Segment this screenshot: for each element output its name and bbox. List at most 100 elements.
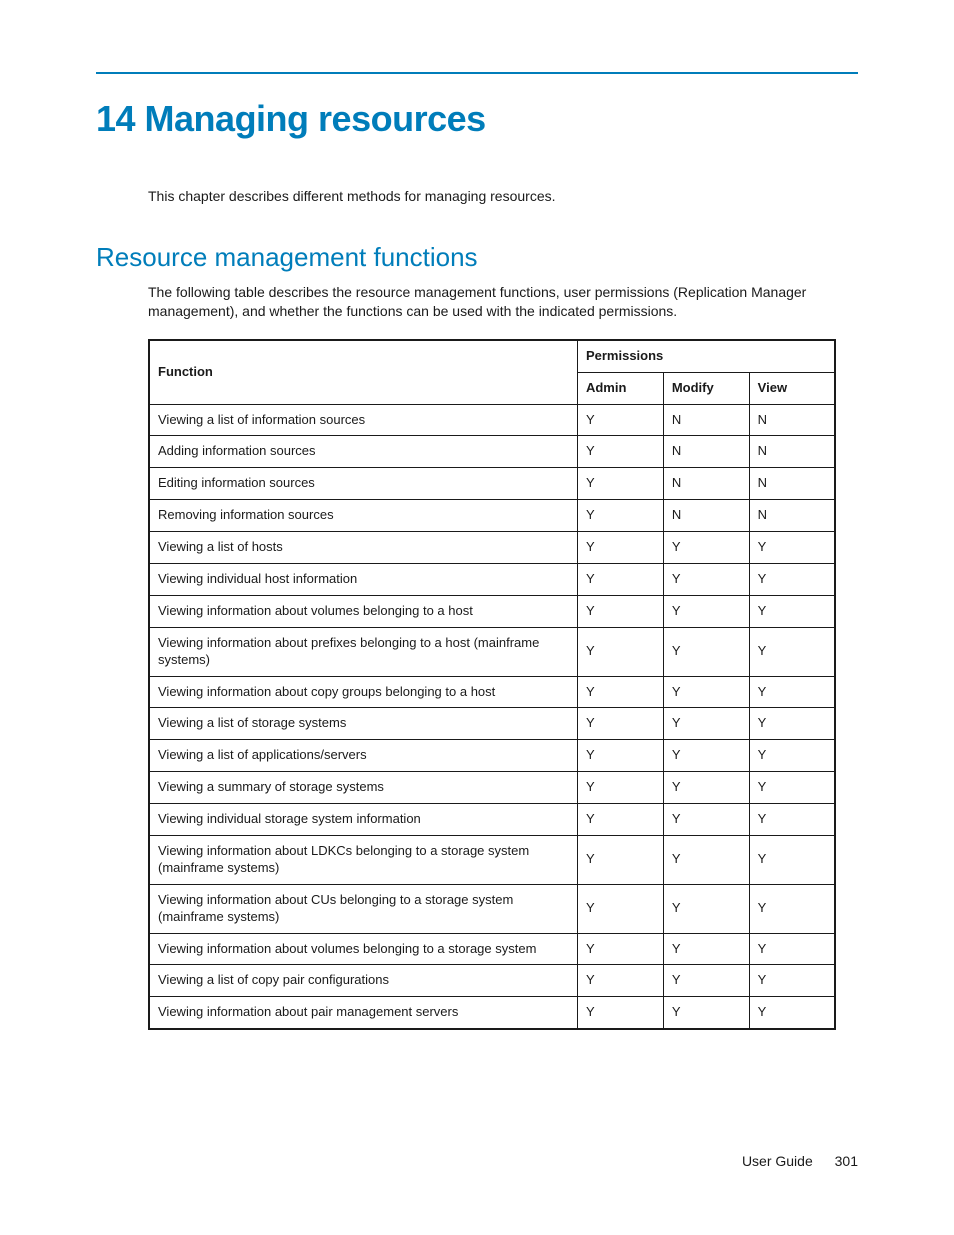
cell-admin: Y xyxy=(577,500,663,532)
cell-modify: Y xyxy=(663,676,749,708)
table-row: Viewing a summary of storage systemsYYY xyxy=(149,772,835,804)
cell-view: Y xyxy=(749,884,835,933)
top-rule xyxy=(96,72,858,74)
cell-modify: Y xyxy=(663,740,749,772)
cell-admin: Y xyxy=(577,997,663,1029)
table-row: Viewing information about pair managemen… xyxy=(149,997,835,1029)
cell-view: N xyxy=(749,436,835,468)
header-view: View xyxy=(749,372,835,404)
cell-view: Y xyxy=(749,627,835,676)
header-admin: Admin xyxy=(577,372,663,404)
page-footer: User Guide 301 xyxy=(742,1153,858,1169)
cell-function: Viewing information about copy groups be… xyxy=(149,676,577,708)
chapter-title: 14 Managing resources xyxy=(96,98,858,140)
table-row: Viewing a list of storage systemsYYY xyxy=(149,708,835,740)
cell-admin: Y xyxy=(577,740,663,772)
cell-admin: Y xyxy=(577,836,663,885)
table-row: Viewing individual storage system inform… xyxy=(149,804,835,836)
table-row: Viewing information about volumes belong… xyxy=(149,595,835,627)
cell-view: Y xyxy=(749,532,835,564)
table-row: Adding information sourcesYNN xyxy=(149,436,835,468)
table-row: Viewing information about prefixes belon… xyxy=(149,627,835,676)
cell-modify: Y xyxy=(663,884,749,933)
cell-function: Viewing individual host information xyxy=(149,564,577,596)
cell-modify: N xyxy=(663,404,749,436)
cell-admin: Y xyxy=(577,884,663,933)
cell-modify: Y xyxy=(663,772,749,804)
cell-function: Viewing information about pair managemen… xyxy=(149,997,577,1029)
chapter-intro: This chapter describes different methods… xyxy=(148,188,858,204)
cell-view: Y xyxy=(749,676,835,708)
cell-modify: Y xyxy=(663,804,749,836)
table-row: Viewing information about LDKCs belongin… xyxy=(149,836,835,885)
cell-admin: Y xyxy=(577,804,663,836)
cell-function: Viewing a list of storage systems xyxy=(149,708,577,740)
table-row: Viewing individual host informationYYY xyxy=(149,564,835,596)
cell-modify: Y xyxy=(663,532,749,564)
table-row: Viewing information about volumes belong… xyxy=(149,933,835,965)
cell-admin: Y xyxy=(577,404,663,436)
cell-view: Y xyxy=(749,933,835,965)
cell-modify: Y xyxy=(663,965,749,997)
cell-function: Viewing information about LDKCs belongin… xyxy=(149,836,577,885)
cell-modify: Y xyxy=(663,708,749,740)
section-intro: The following table describes the resour… xyxy=(148,283,858,321)
cell-admin: Y xyxy=(577,627,663,676)
cell-admin: Y xyxy=(577,772,663,804)
cell-view: Y xyxy=(749,836,835,885)
table-row: Viewing a list of information sourcesYNN xyxy=(149,404,835,436)
cell-modify: N xyxy=(663,436,749,468)
cell-admin: Y xyxy=(577,708,663,740)
cell-function: Viewing information about prefixes belon… xyxy=(149,627,577,676)
cell-modify: Y xyxy=(663,595,749,627)
footer-page-number: 301 xyxy=(835,1153,858,1169)
cell-admin: Y xyxy=(577,436,663,468)
cell-modify: Y xyxy=(663,933,749,965)
cell-function: Viewing information about CUs belonging … xyxy=(149,884,577,933)
cell-modify: Y xyxy=(663,836,749,885)
cell-view: Y xyxy=(749,708,835,740)
table-header: Function Permissions Admin Modify View xyxy=(149,340,835,404)
cell-view: Y xyxy=(749,595,835,627)
cell-modify: Y xyxy=(663,564,749,596)
cell-admin: Y xyxy=(577,676,663,708)
cell-admin: Y xyxy=(577,564,663,596)
permissions-table: Function Permissions Admin Modify View V… xyxy=(148,339,836,1030)
cell-view: Y xyxy=(749,772,835,804)
document-page: 14 Managing resources This chapter descr… xyxy=(0,0,954,1235)
section-title: Resource management functions xyxy=(96,242,858,273)
cell-function: Viewing a list of hosts xyxy=(149,532,577,564)
cell-function: Viewing information about volumes belong… xyxy=(149,595,577,627)
cell-function: Removing information sources xyxy=(149,500,577,532)
header-modify: Modify xyxy=(663,372,749,404)
cell-view: N xyxy=(749,500,835,532)
cell-function: Adding information sources xyxy=(149,436,577,468)
cell-function: Viewing individual storage system inform… xyxy=(149,804,577,836)
cell-admin: Y xyxy=(577,468,663,500)
cell-modify: N xyxy=(663,468,749,500)
cell-modify: Y xyxy=(663,997,749,1029)
cell-view: N xyxy=(749,468,835,500)
cell-admin: Y xyxy=(577,532,663,564)
cell-view: Y xyxy=(749,965,835,997)
cell-admin: Y xyxy=(577,933,663,965)
cell-function: Viewing a summary of storage systems xyxy=(149,772,577,804)
cell-function: Viewing a list of information sources xyxy=(149,404,577,436)
cell-function: Viewing a list of applications/servers xyxy=(149,740,577,772)
cell-modify: Y xyxy=(663,627,749,676)
table-body: Viewing a list of information sourcesYNN… xyxy=(149,404,835,1029)
table-row: Editing information sourcesYNN xyxy=(149,468,835,500)
cell-admin: Y xyxy=(577,965,663,997)
table-row: Viewing a list of copy pair configuratio… xyxy=(149,965,835,997)
table-row: Removing information sourcesYNN xyxy=(149,500,835,532)
cell-view: Y xyxy=(749,804,835,836)
header-function: Function xyxy=(149,340,577,404)
cell-view: N xyxy=(749,404,835,436)
table-row: Viewing information about CUs belonging … xyxy=(149,884,835,933)
cell-function: Editing information sources xyxy=(149,468,577,500)
cell-function: Viewing a list of copy pair configuratio… xyxy=(149,965,577,997)
table-row: Viewing a list of applications/serversYY… xyxy=(149,740,835,772)
cell-function: Viewing information about volumes belong… xyxy=(149,933,577,965)
footer-label: User Guide xyxy=(742,1153,813,1169)
cell-view: Y xyxy=(749,997,835,1029)
